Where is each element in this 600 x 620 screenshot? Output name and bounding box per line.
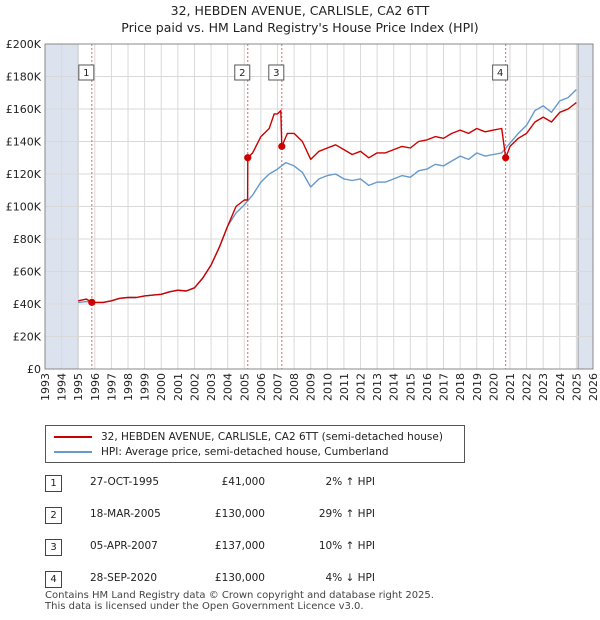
y-tick-label: £40K: [13, 298, 42, 311]
sale-number-badge: 1: [45, 475, 62, 492]
x-tick-label: 2021: [504, 373, 517, 401]
sale-row: 3 05-APR-2007 £137,000 10% ↑ HPI: [45, 535, 465, 567]
series-line-property: [78, 101, 577, 304]
x-tick-label: 2015: [404, 373, 417, 401]
grid: [44, 43, 594, 370]
y-tick-label: £160K: [6, 103, 42, 116]
sale-date: 18-MAR-2005: [90, 508, 161, 520]
legend-label-property: 32, HEBDEN AVENUE, CARLISLE, CA2 6TT (se…: [101, 431, 443, 443]
sale-badge-label: 1: [83, 68, 89, 79]
x-tick-label: 2013: [371, 373, 384, 401]
sale-price: £130,000: [214, 572, 265, 584]
x-tick-label: 1997: [105, 373, 118, 401]
sale-badge-label: 2: [239, 68, 245, 79]
x-tick-label: 1999: [139, 373, 152, 401]
x-tick-label: 1996: [89, 373, 102, 401]
title-line-1: 32, HEBDEN AVENUE, CARLISLE, CA2 6TT: [170, 3, 430, 18]
sale-badge: [234, 64, 251, 81]
sale-badges: 1 2 3 4: [78, 64, 509, 81]
series: [78, 88, 577, 304]
sale-point: [278, 142, 286, 150]
sale-number-badge: 3: [45, 539, 62, 556]
sale-date: 27-OCT-1995: [90, 476, 159, 488]
y-tick-label: £60K: [13, 266, 42, 279]
x-tick-label: 2004: [222, 373, 235, 401]
footer-copyright: Contains HM Land Registry data © Crown c…: [45, 590, 434, 601]
sale-badge-label: 3: [273, 68, 279, 79]
x-tick-label: 1993: [39, 373, 52, 401]
y-tick-label: £120K: [6, 168, 42, 181]
x-tick-label: 2002: [188, 373, 201, 401]
x-tick-label: 2006: [255, 373, 268, 401]
sale-price: £137,000: [214, 540, 265, 552]
x-tick-label: 2009: [305, 373, 318, 401]
x-tick-label: 2011: [338, 373, 351, 401]
sale-points: [88, 142, 510, 306]
sale-point: [88, 298, 96, 306]
plot-frame: [44, 43, 594, 370]
sale-hpi-change: 10% ↑ HPI: [318, 540, 375, 552]
x-tick-label: 2003: [205, 373, 218, 401]
sale-hpi-change: 4% ↓ HPI: [325, 572, 375, 584]
legend-swatch-hpi: [54, 451, 92, 453]
x-tick-label: 2000: [155, 373, 168, 401]
axes: £0 £20K £40K £60K £80K £100K £120K £140K £160K £1…: [6, 38, 600, 401]
chart: 1 2 3 4 £0 £20K £40K £60K £80K £100K £120K £140K £1…: [6, 38, 600, 401]
y-tick-label: £80K: [13, 233, 42, 246]
x-tick-label: 1995: [72, 373, 85, 401]
x-tick-label: 2022: [521, 373, 534, 401]
sale-badge: [492, 64, 509, 81]
x-tick-label: 2016: [421, 373, 434, 401]
legend-swatch-property: [54, 436, 92, 438]
sale-row: 2 18-MAR-2005 £130,000 29% ↑ HPI: [45, 503, 465, 535]
sale-hpi-change: 29% ↑ HPI: [318, 508, 375, 520]
x-tick-label: 2023: [537, 373, 550, 401]
x-tick-label: 1998: [122, 373, 135, 401]
sale-price: £130,000: [214, 508, 265, 520]
legend-item-property: 32, HEBDEN AVENUE, CARLISLE, CA2 6TT (se…: [54, 430, 443, 444]
x-tick-label: 2020: [487, 373, 500, 401]
chart-title: 32, HEBDEN AVENUE, CARLISLE, CA2 6TT Pri…: [0, 2, 600, 36]
sale-row: 1 27-OCT-1995 £41,000 2% ↑ HPI: [45, 471, 465, 503]
x-tick-label: 2017: [438, 373, 451, 401]
sale-number-badge: 2: [45, 507, 62, 524]
x-tick-label: 2018: [454, 373, 467, 401]
x-tick-label: 2008: [288, 373, 301, 401]
x-tick-label: 2012: [355, 373, 368, 401]
x-tick-label: 2007: [271, 373, 284, 401]
sale-hpi-change: 2% ↑ HPI: [325, 476, 375, 488]
sale-point: [502, 154, 510, 162]
sale-row: 4 28-SEP-2020 £130,000 4% ↓ HPI: [45, 567, 465, 599]
sale-badge: [268, 64, 285, 81]
x-tick-label: 2005: [238, 373, 251, 401]
x-tick-label: 2001: [172, 373, 185, 401]
x-tick-label: 2019: [471, 373, 484, 401]
sale-number-badge: 4: [45, 571, 62, 588]
x-tick-label: 2010: [321, 373, 334, 401]
legend: 32, HEBDEN AVENUE, CARLISLE, CA2 6TT (se…: [45, 425, 465, 463]
sale-price: £41,000: [221, 476, 265, 488]
sale-badge: [78, 64, 95, 81]
title-line-2: Price paid vs. HM Land Registry's House …: [121, 20, 479, 35]
footer: Contains HM Land Registry data © Crown c…: [45, 590, 434, 612]
legend-item-hpi: HPI: Average price, semi-detached house,…: [54, 445, 389, 459]
x-tick-label: 2024: [554, 373, 567, 401]
sales-table: 1 27-OCT-1995 £41,000 2% ↑ HPI 2 18-MAR-…: [45, 471, 465, 599]
y-tick-label: £20K: [13, 331, 42, 344]
x-tick-label: 2026: [587, 373, 600, 401]
sale-date: 28-SEP-2020: [90, 572, 158, 584]
y-tick-label: £100K: [6, 201, 42, 214]
y-tick-label: £0: [27, 363, 41, 376]
y-tick-label: £180K: [6, 71, 42, 84]
y-tick-label: £140K: [6, 136, 42, 149]
x-tick-label: 2014: [388, 373, 401, 401]
footer-licence: This data is licensed under the Open Gov…: [45, 601, 364, 612]
x-tick-label: 1994: [56, 373, 69, 401]
legend-label-hpi: HPI: Average price, semi-detached house,…: [101, 446, 389, 458]
sale-badge-label: 4: [497, 68, 503, 79]
x-tick-label: 2025: [570, 373, 583, 401]
sale-point: [244, 154, 252, 162]
sale-date: 05-APR-2007: [90, 540, 158, 552]
y-tick-label: £200K: [6, 38, 42, 51]
